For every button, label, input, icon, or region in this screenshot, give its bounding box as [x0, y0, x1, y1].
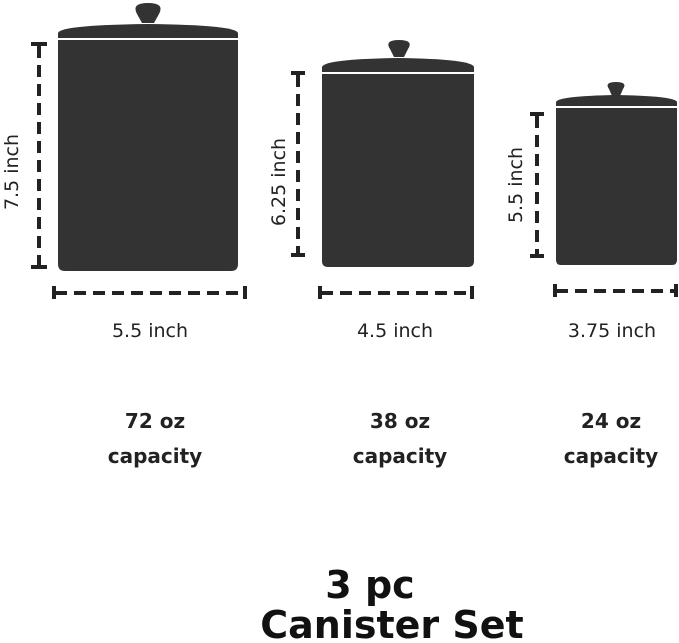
height-label: 5.5 inch — [505, 147, 527, 223]
width-dimension-line — [553, 284, 678, 297]
body — [322, 74, 474, 267]
height-label: 7.5 inch — [1, 134, 23, 210]
capacity-value: 38 oz — [370, 409, 430, 433]
width-label: 3.75 inch — [568, 320, 656, 342]
canister-large — [58, 3, 238, 271]
width-dimension-line — [52, 286, 247, 299]
height-dimension-line — [291, 71, 305, 257]
height-label: 6.25 inch — [268, 138, 290, 226]
lid-knob — [388, 40, 410, 57]
body — [556, 108, 677, 265]
canister-medium — [322, 40, 474, 267]
height-dimension-line — [530, 112, 544, 258]
width-label: 4.5 inch — [357, 320, 433, 342]
lid — [556, 95, 677, 106]
width-dimension-line — [318, 286, 474, 299]
title-line-1: 3 pc — [325, 563, 414, 607]
capacity-label: capacity — [108, 444, 202, 468]
capacity-value: 72 oz — [125, 409, 185, 433]
capacity-value: 24 oz — [581, 409, 641, 433]
height-dimension-line — [31, 42, 47, 269]
width-label: 5.5 inch — [112, 320, 188, 342]
lid — [58, 24, 238, 38]
lid-knob — [135, 3, 161, 23]
capacity-label: capacity — [353, 444, 447, 468]
body — [58, 40, 238, 271]
lid — [322, 58, 474, 72]
capacity-label: capacity — [564, 444, 658, 468]
lid-knob — [607, 82, 625, 96]
title-line-2: Canister Set — [260, 603, 523, 643]
canister-small — [556, 82, 677, 265]
